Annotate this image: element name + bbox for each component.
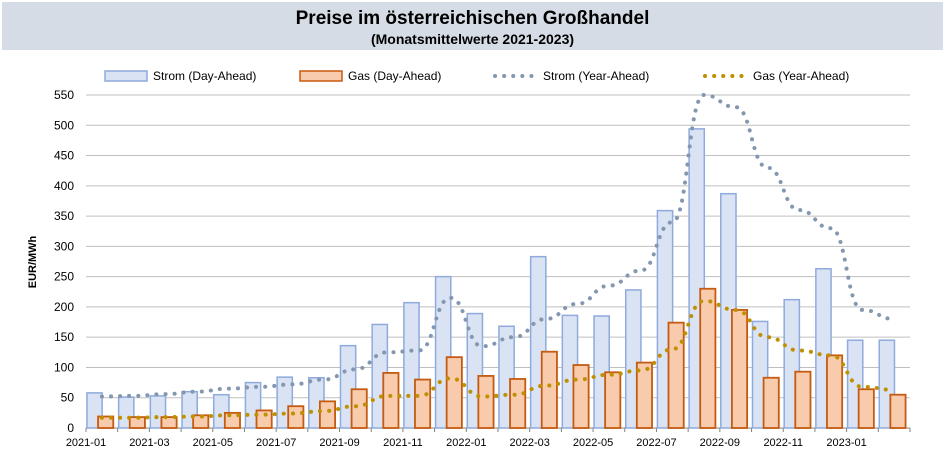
bar-gas-day-ahead (826, 354, 844, 429)
bar-gas-day-ahead (382, 372, 400, 429)
bar-gas-day-ahead (762, 376, 780, 429)
x-tick-label: 2021-01 (66, 437, 106, 449)
x-tick-label: 2023-01 (826, 437, 866, 449)
y-tick-label: 550 (54, 88, 74, 102)
chart-subtitle: (Monatsmittelwerte 2021-2023) (370, 31, 575, 47)
x-tick-label: 2022-01 (446, 437, 486, 449)
y-tick-label: 350 (54, 209, 74, 223)
bar-gas-day-ahead (699, 287, 717, 429)
x-tick-label: 2022-03 (510, 437, 550, 449)
x-tick-label: 2022-11 (763, 437, 803, 449)
bar-gas-day-ahead (414, 378, 432, 429)
legend-label: Strom (Year-Ahead) (543, 69, 649, 83)
y-tick-label: 500 (54, 118, 74, 132)
bar-gas-day-ahead (572, 364, 590, 429)
y-tick-label: 250 (54, 270, 74, 284)
y-tick-label: 400 (54, 179, 74, 193)
y-tick-label: 150 (54, 330, 74, 344)
y-axis-label: EUR/MWh (27, 235, 39, 288)
title-bar: Preise im österreichischen Großhandel (M… (2, 2, 943, 50)
y-tick-label: 450 (54, 149, 74, 163)
bar-gas-day-ahead (255, 409, 273, 429)
bar-gas-day-ahead (889, 393, 907, 429)
y-tick-label: 100 (54, 360, 74, 374)
bar-gas-day-ahead (477, 375, 495, 429)
bar-gas-day-ahead (97, 415, 115, 429)
legend-label: Strom (Day-Ahead) (153, 69, 256, 83)
chart-title: Preise im österreichischen Großhandel (295, 8, 650, 29)
bar-gas-day-ahead (730, 309, 749, 429)
bar-gas-day-ahead (160, 416, 178, 429)
x-tick-label: 2021-03 (129, 437, 169, 449)
x-tick-label: 2022-09 (700, 437, 740, 449)
x-tick-label: 2021-09 (319, 437, 359, 449)
y-tick-label: 50 (61, 391, 75, 405)
bar-gas-day-ahead (509, 378, 527, 429)
y-tick-label: 300 (54, 239, 74, 253)
legend-swatch (299, 70, 343, 82)
bar-gas-day-ahead (350, 388, 368, 429)
bar-gas-day-ahead (604, 371, 622, 429)
bar-gas-day-ahead (540, 350, 558, 429)
y-tick-label: 200 (54, 300, 74, 314)
x-tick-label: 2022-07 (636, 437, 676, 449)
bar-gas-day-ahead (445, 356, 463, 429)
bar-gas-day-ahead (287, 405, 305, 429)
x-tick-label: 2021-05 (193, 437, 233, 449)
bar-gas-day-ahead (318, 400, 337, 429)
legend-label: Gas (Day-Ahead) (348, 69, 441, 83)
line-strom-year-ahead (99, 92, 897, 399)
bar-gas-day-ahead (635, 361, 653, 429)
x-tick-label: 2022-05 (573, 437, 613, 449)
bar-gas-day-ahead (794, 370, 812, 429)
legend-swatch (104, 70, 148, 82)
legend-label: Gas (Year-Ahead) (753, 69, 849, 83)
bar-gas-day-ahead (667, 321, 685, 429)
bar-gas-day-ahead (857, 388, 875, 429)
x-tick-label: 2021-11 (383, 437, 423, 449)
y-tick-label: 0 (67, 421, 74, 435)
x-tick-label: 2021-07 (256, 437, 296, 449)
